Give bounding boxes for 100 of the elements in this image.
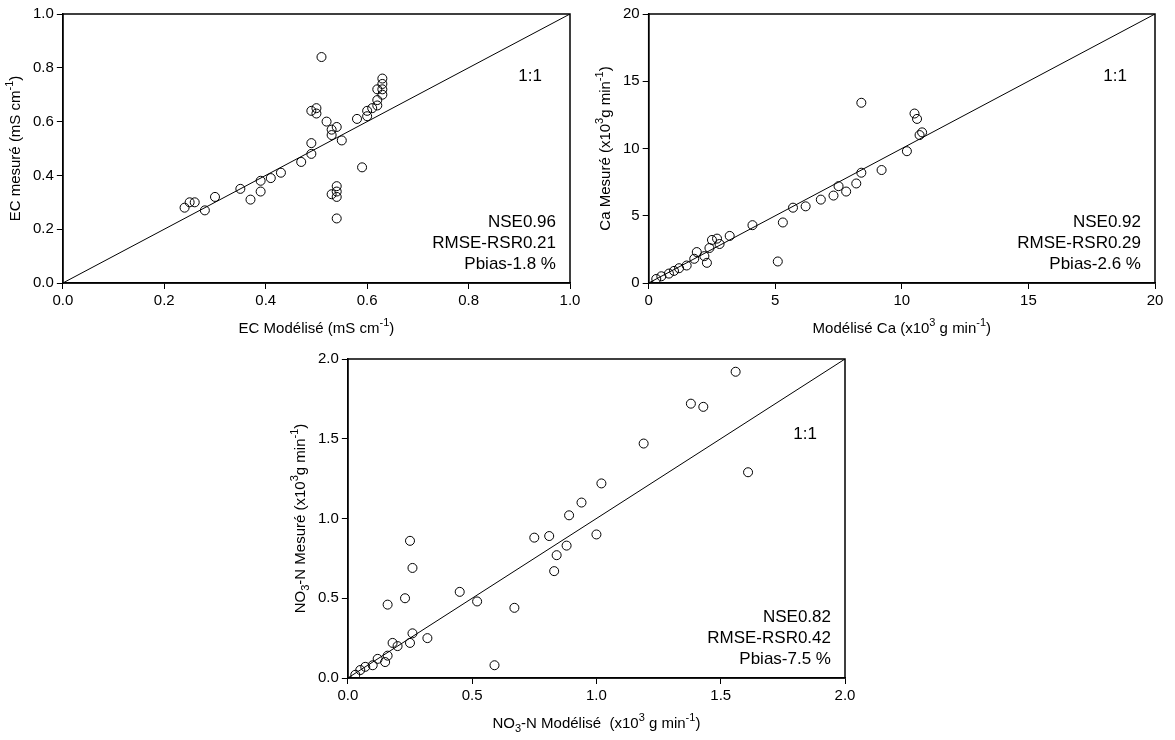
point [367,660,378,671]
y-axis-title: NO3-N Mesuré (x103g min-1) [288,423,312,614]
point [407,562,418,573]
y-tick-label: 20 [623,4,640,22]
x-tick-label: 0 [644,291,653,309]
annotation: NSE0.82 [762,607,831,626]
x-tick-label: 5 [771,291,780,309]
point [841,186,852,197]
point [372,95,383,106]
point [544,531,555,542]
point [706,234,717,245]
point [331,121,342,132]
point [179,202,190,213]
point [255,175,266,186]
y-tick-label: 5 [631,205,640,223]
point [306,138,317,149]
x-tick-label: 1.0 [559,291,581,309]
point [377,78,388,89]
point [306,105,317,116]
y-tick-label: 1.0 [317,508,339,526]
y-tick-label: 0.4 [32,165,54,183]
point [407,628,418,639]
point [336,135,347,146]
point [275,167,286,178]
point [489,660,500,671]
annotation: 1:1 [518,66,542,86]
point [352,113,362,124]
point [316,52,327,63]
y-tick-label: 1.5 [317,428,339,446]
point [704,243,715,254]
point [360,661,371,672]
point [472,596,483,607]
x-tick-label: 0.5 [461,686,483,704]
point [311,103,322,114]
x-tick-label: 0.6 [356,291,378,309]
point [856,97,867,108]
point [296,156,307,167]
point [730,366,741,377]
point [210,191,220,202]
point [529,532,540,543]
point [350,669,361,678]
point [699,251,710,262]
point [772,256,783,267]
y-tick-label: 10 [623,138,640,156]
point [382,599,393,610]
annotation: NSE0.92 [1072,212,1141,231]
point [321,116,332,127]
point [747,220,758,231]
annotation: 1:1 [793,423,817,443]
annotation: Pbias-1.8 % [464,254,556,273]
x-tick-label: 0.2 [153,291,175,309]
point [331,213,342,224]
point [909,108,920,119]
point [380,657,391,668]
point [669,265,679,276]
annotation: NSE0.96 [487,212,556,231]
point [326,124,337,135]
point [591,529,602,540]
annotation: 1:1 [1103,66,1127,86]
x-tick-label: 0.4 [255,291,277,309]
point [561,540,572,551]
point [800,201,811,212]
point [326,130,337,141]
y-tick-label: 0.8 [32,57,54,75]
point [357,162,368,173]
point [856,167,867,178]
point [392,641,403,652]
point [245,194,256,205]
point [698,401,709,412]
point [377,89,388,100]
y-tick-label: 0.0 [317,668,339,686]
point [691,247,702,258]
point [255,186,266,197]
point [362,111,373,122]
x-tick-label: 1.5 [710,686,732,704]
point [199,205,210,216]
point [326,189,337,200]
point [405,637,415,648]
point [235,183,246,194]
y-tick-label: 0.0 [32,273,54,291]
point [828,190,839,201]
point [743,467,754,478]
point [377,73,388,84]
point [851,178,862,189]
y-tick-label: 2.0 [317,349,339,367]
point [311,108,322,119]
point [509,602,520,613]
point [405,535,415,546]
point [549,566,560,577]
x-tick-label: 20 [1146,291,1164,309]
annotation: Pbias-2.6 % [1049,254,1141,273]
point [377,84,388,95]
point [833,181,844,192]
point [454,586,465,597]
point [306,148,317,159]
point [400,593,411,604]
point [422,633,433,644]
point [367,103,378,114]
point [331,191,342,202]
point [372,100,383,111]
